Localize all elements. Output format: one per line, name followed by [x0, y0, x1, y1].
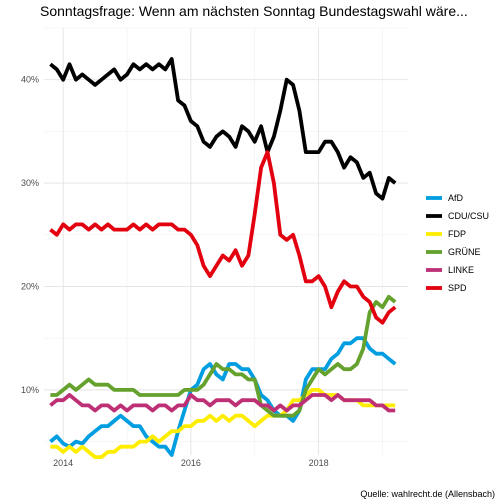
chart-caption: Quelle: wahlrecht.de (Allensbach): [360, 489, 495, 499]
x-tick-label: 2016: [181, 458, 201, 468]
legend-label: GRÜNE: [448, 247, 481, 257]
legend-label: CDU/CSU: [448, 211, 489, 221]
series-line-spd: [49, 150, 397, 325]
series-line-grüne: [50, 294, 397, 418]
legend: AfD CDU/CSU FDP GRÜNE LINKE SPD: [426, 193, 489, 293]
y-tick-label: 10%: [21, 385, 39, 395]
series-line-cdu-csu: [49, 57, 397, 201]
legend-label: SPD: [448, 283, 467, 293]
series-line-linke: [49, 393, 396, 413]
legend-label: AfD: [448, 193, 464, 203]
chart-title: Sonntagsfrage: Wenn am nächsten Sonntag …: [40, 3, 468, 19]
y-tick-label: 20%: [21, 281, 39, 291]
axis-labels: 10% 20% 30% 40% 2014 2016 2018: [21, 75, 329, 468]
series-lines: [49, 57, 397, 460]
grid: [44, 27, 408, 455]
y-tick-label: 30%: [21, 178, 39, 188]
y-tick-label: 40%: [21, 75, 39, 85]
legend-label: FDP: [448, 229, 466, 239]
legend-label: LINKE: [448, 265, 474, 275]
series-line-afd: [49, 336, 397, 457]
x-tick-label: 2018: [309, 458, 329, 468]
x-tick-label: 2014: [53, 458, 73, 468]
